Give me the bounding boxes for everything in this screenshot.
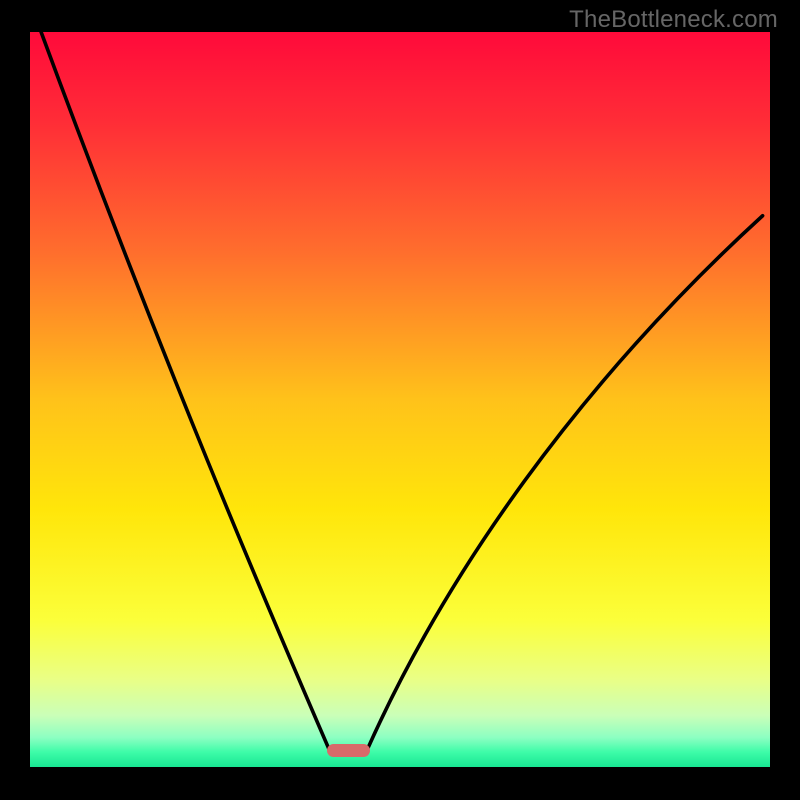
plot-area: [30, 32, 770, 767]
watermark-text: TheBottleneck.com: [569, 6, 778, 34]
curve-layer: [30, 32, 770, 767]
curve-left: [41, 32, 330, 751]
curve-right: [367, 216, 763, 751]
optimum-marker: [327, 744, 370, 757]
